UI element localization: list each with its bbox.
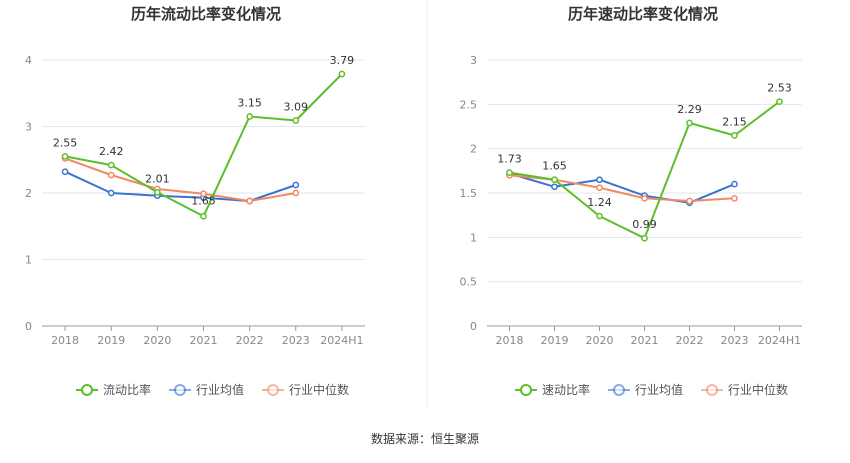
chart1-point-main xyxy=(338,70,346,78)
chart2-title: 历年速动比率变化情况 xyxy=(568,5,718,23)
chart2-point-main xyxy=(731,132,738,139)
chart2-data-label: 2.53 xyxy=(767,82,792,95)
chart2-y-tick-label: 0 xyxy=(470,320,477,333)
chart1-legend-label: 行业均值 xyxy=(196,382,244,397)
chart1-x-tick-label: 2020 xyxy=(143,334,171,347)
chart1-point-main xyxy=(154,188,161,196)
chart2-point-main xyxy=(596,212,603,220)
chart2-data-label: 1.73 xyxy=(497,153,522,166)
chart1-x-tick-label: 2021 xyxy=(190,334,218,347)
chart1-x-tick-label: 2018 xyxy=(51,334,79,347)
chart2-x-tick-label: 2021 xyxy=(631,334,659,347)
chart2-point-industry-avg xyxy=(551,183,558,191)
chart1-legend-label: 行业中位数 xyxy=(289,382,349,397)
chart2-point-main xyxy=(551,176,558,184)
chart1-x-tick-label: 2024H1 xyxy=(320,334,363,347)
chart1-series-line-industry-median xyxy=(64,157,296,202)
chart1-point-industry-median xyxy=(246,197,253,205)
chart2-x-tick-label: 2023 xyxy=(721,334,749,347)
chart2-point-main xyxy=(776,98,783,106)
chart2-point-industry-avg xyxy=(596,176,603,184)
chart2-x-tick-label: 2019 xyxy=(541,334,569,347)
chart2-point-main xyxy=(641,234,648,242)
chart1-data-label: 2.01 xyxy=(145,172,170,185)
chart1-point-industry-avg xyxy=(61,168,69,176)
chart2-x-tick-label: 2018 xyxy=(496,334,524,347)
chart1-x-tick-label: 2019 xyxy=(97,334,125,347)
chart2-point-main xyxy=(686,119,693,127)
chart1-y-tick-label: 2 xyxy=(25,187,32,200)
chart2-data-label: 0.99 xyxy=(632,218,657,231)
chart2-legend-marker xyxy=(706,384,718,396)
chart1-point-main xyxy=(292,117,300,124)
chart2-point-industry-avg xyxy=(731,180,738,188)
chart1-data-label: 2.42 xyxy=(99,145,124,158)
chart2-data-label: 2.29 xyxy=(677,103,702,116)
chart1-legend-label: 流动比率 xyxy=(103,382,151,397)
chart2-legend-marker xyxy=(520,384,532,396)
chart2-data-label: 2.15 xyxy=(722,115,747,128)
chart2-legend-label: 行业中位数 xyxy=(728,382,788,397)
chart1-point-main xyxy=(246,113,253,120)
source-text: 数据来源：恒生聚源 xyxy=(371,431,479,446)
chart1-point-industry-median xyxy=(292,189,300,197)
chart2-point-industry-median xyxy=(731,194,738,202)
chart1-y-tick-label: 1 xyxy=(25,254,32,267)
chart2-y-tick-label: 2.5 xyxy=(460,98,478,111)
chart2-point-industry-median xyxy=(596,184,603,192)
chart1-data-label: 2.55 xyxy=(53,136,78,149)
chart2-y-tick-label: 3 xyxy=(470,54,477,67)
chart1-point-main xyxy=(107,161,115,169)
chart1-y-tick-label: 4 xyxy=(25,54,32,67)
chart1-point-industry-avg xyxy=(292,181,300,189)
chart1-x-tick-label: 2022 xyxy=(236,334,264,347)
chart1-point-industry-avg xyxy=(107,189,115,197)
chart1-y-tick-label: 3 xyxy=(25,121,32,134)
chart1-point-main xyxy=(61,153,69,160)
chart1-point-industry-median xyxy=(200,190,207,198)
chart2-x-tick-label: 2022 xyxy=(676,334,704,347)
chart1-series-line-industry-avg xyxy=(64,170,297,202)
chart1-data-label: 3.15 xyxy=(237,97,262,110)
chart1-point-main xyxy=(200,212,207,220)
chart2-point-industry-median xyxy=(641,194,648,202)
chart1-data-label: 3.09 xyxy=(284,101,309,114)
chart2-legend-label: 行业均值 xyxy=(635,382,683,397)
chart2-data-label: 1.24 xyxy=(587,196,612,209)
chart1-y-tick-label: 0 xyxy=(25,320,32,333)
chart1-legend-marker xyxy=(81,384,93,396)
chart1-title: 历年流动比率变化情况 xyxy=(131,5,281,23)
chart1-legend-marker xyxy=(267,384,279,396)
chart2-data-label: 1.65 xyxy=(542,160,567,173)
chart1-legend-marker xyxy=(174,384,186,396)
chart1-data-label: 3.79 xyxy=(330,54,355,67)
chart2-point-main xyxy=(506,169,513,176)
chart2-y-tick-label: 1 xyxy=(470,231,477,244)
chart1-point-industry-median xyxy=(107,171,115,179)
chart2-point-industry-median xyxy=(686,197,693,205)
chart2-y-tick-label: 1.5 xyxy=(460,187,478,200)
chart2-legend-marker xyxy=(613,384,625,396)
chart1-x-tick-label: 2023 xyxy=(282,334,310,347)
chart2-y-tick-label: 0.5 xyxy=(460,276,478,289)
chart2-x-tick-label: 2024H1 xyxy=(758,334,801,347)
chart1-data-label: 1.65 xyxy=(191,194,216,207)
chart2-legend-label: 速动比率 xyxy=(542,382,590,397)
chart2-x-tick-label: 2020 xyxy=(586,334,614,347)
chart2-y-tick-label: 2 xyxy=(470,143,477,156)
